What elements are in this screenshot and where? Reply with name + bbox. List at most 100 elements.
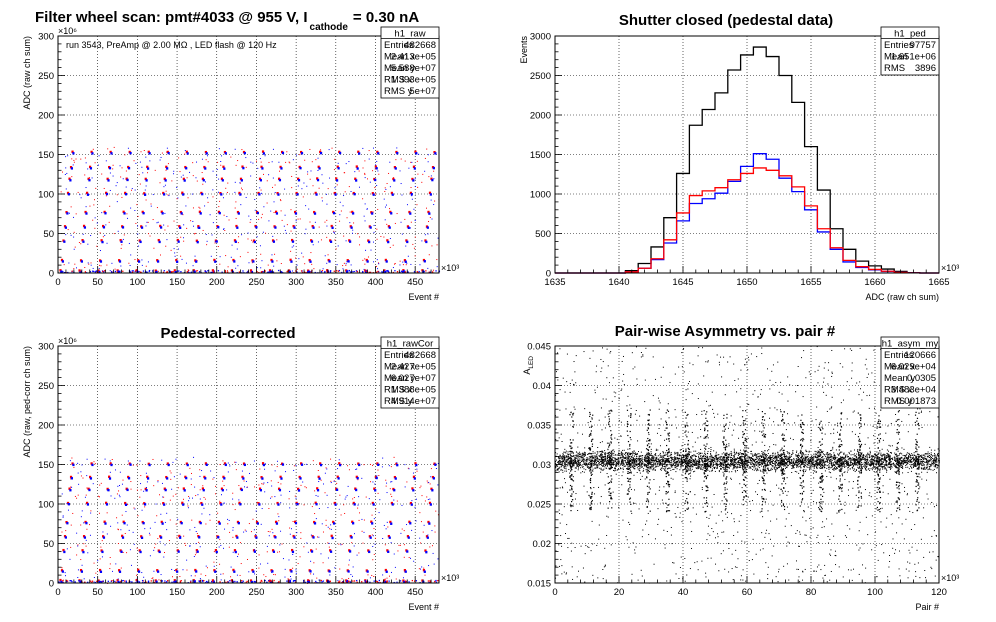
scatter-point: [219, 256, 221, 258]
scatter-point: [187, 269, 189, 271]
scatter-point: [573, 463, 575, 465]
scatter-point: [205, 181, 207, 183]
scatter-point: [584, 462, 586, 464]
scatter-point: [237, 160, 239, 162]
scatter-point: [163, 224, 165, 226]
scatter-point: [103, 210, 106, 214]
scatter-point: [866, 469, 868, 471]
scatter-point: [375, 164, 377, 166]
scatter-point: [98, 580, 101, 584]
scatter-point: [759, 469, 761, 471]
scatter-point: [352, 229, 354, 231]
scatter-point: [435, 467, 437, 469]
scatter-point: [777, 466, 779, 468]
scatter-point: [236, 226, 239, 229]
scatter-point: [374, 168, 376, 170]
scatter-point: [404, 271, 406, 273]
scatter-point: [840, 456, 842, 458]
scatter-point: [626, 452, 628, 454]
scatter-point: [309, 221, 311, 223]
scatter-point: [733, 459, 735, 461]
scatter-point: [934, 455, 936, 457]
scatter-point: [934, 462, 936, 464]
scatter-point: [423, 524, 425, 526]
scatter-point: [214, 493, 216, 495]
scatter-point: [741, 452, 743, 454]
scatter-point: [91, 463, 94, 467]
scatter-point: [281, 463, 285, 466]
scatter-point: [91, 580, 94, 582]
scatter-point: [422, 173, 424, 175]
scatter-point: [338, 269, 340, 272]
scatter-point: [858, 461, 860, 463]
scatter-point: [290, 230, 292, 232]
scatter-point: [892, 464, 894, 466]
scatter-point: [86, 528, 88, 530]
scatter-point: [343, 504, 345, 506]
scatter-point: [95, 572, 97, 574]
scatter-point: [718, 456, 720, 458]
scatter-point: [214, 548, 217, 552]
scatter-point: [658, 459, 660, 461]
scatter-point: [393, 553, 395, 555]
scatter-point: [922, 461, 924, 463]
scatter-point: [592, 456, 594, 458]
scatter-point: [202, 183, 204, 185]
scatter-point: [60, 258, 64, 262]
scatter-point: [106, 264, 108, 266]
scatter-point: [141, 572, 143, 574]
scatter-point: [143, 193, 147, 196]
scatter-point: [377, 463, 380, 467]
y-axis-label: ADC (raw ch sum): [22, 36, 32, 110]
scatter-point: [634, 468, 636, 470]
scatter-point: [131, 270, 133, 272]
scatter-point: [685, 468, 687, 470]
scatter-point: [622, 471, 624, 473]
scatter-point: [797, 466, 799, 468]
scatter-point: [593, 464, 595, 466]
scatter-point: [268, 508, 270, 510]
scatter-point: [315, 548, 317, 550]
scatter-point: [557, 461, 559, 463]
scatter-point: [108, 166, 112, 170]
scatter-point: [279, 551, 281, 553]
scatter-point: [805, 454, 807, 456]
scatter-point: [276, 191, 279, 195]
stats-label: Mean y: [384, 63, 415, 74]
scatter-point: [138, 581, 141, 583]
scatter-point: [238, 191, 241, 195]
scatter-point: [256, 501, 258, 503]
scatter-point: [310, 252, 312, 254]
scatter-point: [411, 500, 413, 502]
scatter-point: [202, 485, 204, 487]
scatter-point: [856, 457, 858, 459]
scatter-point: [425, 535, 429, 538]
scatter-point: [409, 501, 413, 505]
scatter-point: [260, 579, 262, 582]
scatter-point: [403, 530, 405, 532]
scatter-point: [345, 579, 348, 582]
scatter-point: [182, 193, 185, 196]
scatter-point: [87, 243, 89, 245]
scatter-point: [343, 262, 345, 264]
scatter-point: [226, 216, 228, 218]
scatter-point: [373, 518, 375, 520]
scatter-point: [295, 497, 297, 499]
scatter-point: [831, 463, 833, 465]
scatter-point: [302, 256, 304, 258]
scatter-point: [744, 452, 746, 454]
scatter-point: [149, 160, 151, 162]
scatter-point: [396, 213, 398, 215]
scatter-point: [901, 457, 903, 459]
scatter-point: [586, 463, 588, 465]
scatter-point: [406, 580, 408, 583]
scatter-point: [403, 544, 405, 546]
scatter-point: [709, 467, 711, 469]
scatter-point: [321, 523, 323, 525]
scatter-point: [193, 270, 196, 273]
scatter-point: [744, 462, 746, 464]
scatter-point: [406, 524, 408, 526]
scatter-point: [149, 555, 151, 557]
scatter-point: [868, 456, 870, 458]
scatter-point: [880, 466, 882, 468]
